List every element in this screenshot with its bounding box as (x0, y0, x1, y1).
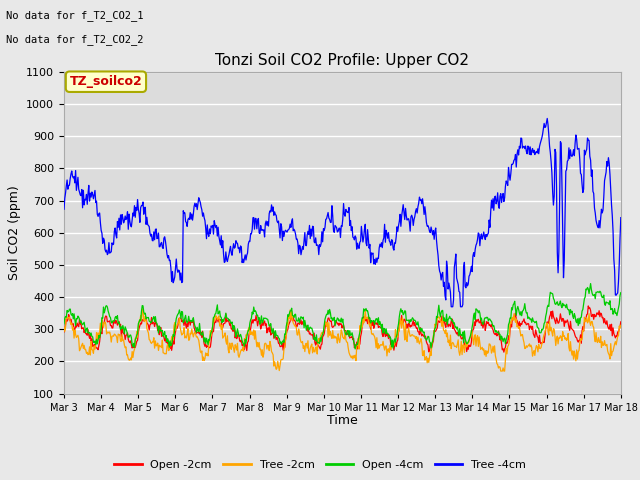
X-axis label: Time: Time (327, 414, 358, 427)
Text: No data for f_T2_CO2_1: No data for f_T2_CO2_1 (6, 10, 144, 21)
Y-axis label: Soil CO2 (ppm): Soil CO2 (ppm) (8, 185, 20, 280)
Title: Tonzi Soil CO2 Profile: Upper CO2: Tonzi Soil CO2 Profile: Upper CO2 (216, 53, 469, 68)
Text: No data for f_T2_CO2_2: No data for f_T2_CO2_2 (6, 34, 144, 45)
Text: TZ_soilco2: TZ_soilco2 (70, 75, 142, 88)
Legend: Open -2cm, Tree -2cm, Open -4cm, Tree -4cm: Open -2cm, Tree -2cm, Open -4cm, Tree -4… (109, 456, 531, 474)
